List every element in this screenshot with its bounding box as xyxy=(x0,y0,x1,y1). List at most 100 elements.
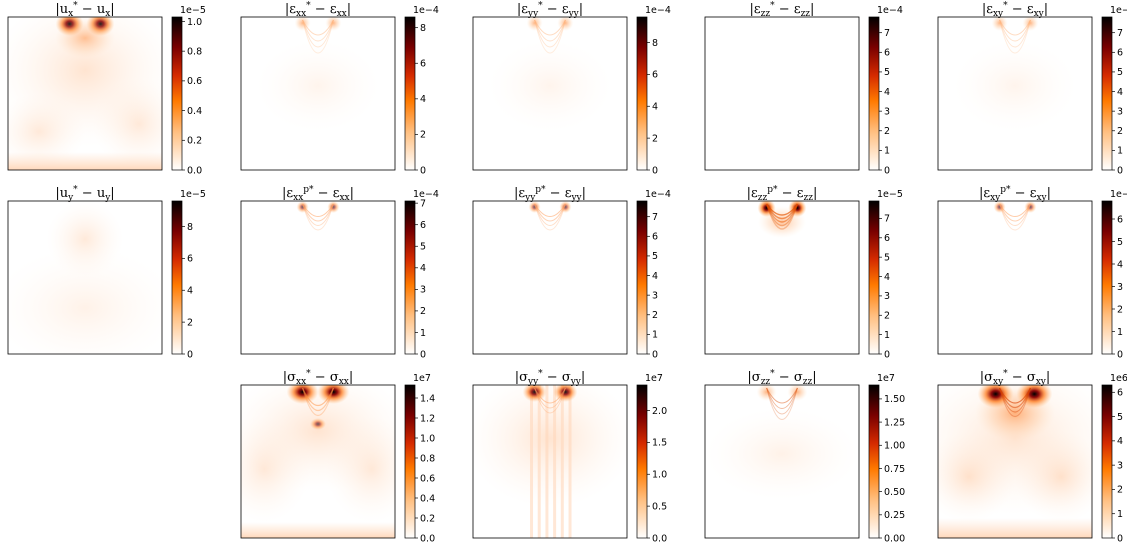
axes-frame xyxy=(704,16,860,171)
colorbar-scale-label: 1e−4 xyxy=(1110,189,1127,200)
colorbar-tick-label: 3 xyxy=(884,291,890,302)
colorbar-tick-label: 6 xyxy=(187,254,193,265)
colorbar-tick-label: 3 xyxy=(1117,460,1123,471)
colorbar-tick-label: 2 xyxy=(420,130,426,141)
colorbar-scale-label: 1e−4 xyxy=(645,189,671,200)
colorbar-tick-label: 5 xyxy=(1117,237,1123,248)
colorbar-tick-label: 0 xyxy=(884,349,890,360)
colorbar-tick-label: 0 xyxy=(884,165,890,176)
colorbar xyxy=(1101,384,1113,539)
colorbar-tick-label: 0.2 xyxy=(187,136,202,147)
panel-title: |εzzp* − εzz| xyxy=(747,185,818,203)
heatmap-panel-6: |uy* − uy| 1e−5 0 2 4 6 8 xyxy=(7,185,206,360)
colorbar xyxy=(1101,16,1113,171)
axes-frame xyxy=(937,384,1093,539)
panel-title: |σzz* − σzz| xyxy=(747,369,816,387)
colorbar-tick-label: 0.5 xyxy=(652,501,667,512)
colorbar-tick-label: 0.2 xyxy=(420,513,435,524)
axes-frame xyxy=(240,16,396,171)
colorbar-scale-label: 1e6 xyxy=(1110,373,1127,384)
colorbar-tick-label: 0.0 xyxy=(187,165,202,176)
colorbar-tick-label: 6 xyxy=(420,220,426,231)
colorbar-tick-label: 0.4 xyxy=(420,493,435,504)
axes-frame xyxy=(240,200,396,355)
colorbar-tick-label: 0 xyxy=(420,349,426,360)
colorbar-tick-label: 1.5 xyxy=(652,438,667,449)
heatmap-panel-3: |εyy* − εyy| 1e−4 0 2 4 6 8 xyxy=(472,1,671,176)
heatmap-panel-1: |ux* − ux| 1e−5 0.0 0.2 0.4 0.6 0.8 1.0 xyxy=(7,1,206,176)
colorbar-scale-label: 1e−4 xyxy=(877,5,903,16)
heatmap-panel-4: |εzz* − εzz| 1e−4 0 1 2 3 4 5 6 7 xyxy=(704,1,903,176)
heatmap-panel-9: |εzzp* − εzz| 1e−5 0 1 2 3 4 5 6 7 xyxy=(704,185,903,360)
colorbar-tick-label: 0 xyxy=(420,165,426,176)
colorbar-scale-label: 1e−4 xyxy=(413,189,439,200)
colorbar-scale-label: 1e−5 xyxy=(180,5,206,16)
colorbar-tick-label: 2 xyxy=(420,306,426,317)
panel-title: |εyy* − εyy| xyxy=(517,1,583,19)
colorbar-tick-label: 1.0 xyxy=(652,470,667,481)
axes-frame xyxy=(937,200,1093,355)
colorbar-scale-label: 1e7 xyxy=(413,373,431,384)
heatmap-image xyxy=(938,201,1092,354)
colorbar-scale-label: 1e7 xyxy=(645,373,663,384)
colorbar-tick-label: 3 xyxy=(884,106,890,117)
colorbar-tick-label: 0.75 xyxy=(884,464,905,475)
colorbar-tick-label: 0.8 xyxy=(187,46,202,57)
colorbar-tick-label: 3 xyxy=(652,290,658,301)
colorbar-tick-label: 2.0 xyxy=(652,406,667,417)
colorbar-tick-label: 1.2 xyxy=(420,413,435,424)
panel-title: |ux* − ux| xyxy=(55,1,114,19)
colorbar-tick-label: 4 xyxy=(884,272,890,283)
colorbar-tick-label: 0.25 xyxy=(884,510,905,521)
colorbar-scale-label: 1e−4 xyxy=(645,5,671,16)
colorbar-tick-label: 0 xyxy=(652,349,658,360)
colorbar-tick-label: 4 xyxy=(1117,259,1123,270)
colorbar xyxy=(171,200,183,355)
colorbar-tick-label: 0.4 xyxy=(187,106,202,117)
colorbar-tick-label: 7 xyxy=(884,214,890,225)
panel-title: |σxx* − σxx| xyxy=(283,369,354,387)
colorbar-tick-label: 4 xyxy=(652,102,658,113)
panel-title: |uy* − uy| xyxy=(55,185,114,203)
colorbar xyxy=(636,200,648,355)
colorbar-tick-label: 1 xyxy=(884,330,890,341)
heatmap-panel-13: |σzz* − σzz| 1e7 0.00 0.25 0.50 0.75 1.00 1.25 1… xyxy=(704,369,905,544)
colorbar-tick-label: 2 xyxy=(1117,304,1123,315)
colorbar-tick-label: 1.00 xyxy=(884,441,905,452)
colorbar-scale-label: 1e7 xyxy=(877,373,895,384)
colorbar xyxy=(171,16,183,171)
colorbar-tick-label: 2 xyxy=(187,317,193,328)
heatmap-panel-2: |εxx* − εxx| 1e−4 0 2 4 6 8 xyxy=(240,1,439,176)
heatmap-image xyxy=(705,17,859,170)
colorbar-tick-label: 0.00 xyxy=(884,533,905,544)
colorbar-tick-label: 6 xyxy=(1117,388,1123,399)
panel-title: |εyyp* − εyy| xyxy=(514,185,586,203)
colorbar-tick-label: 0.0 xyxy=(420,533,435,544)
colorbar xyxy=(636,384,648,539)
colorbar-tick-label: 8 xyxy=(420,23,426,34)
colorbar-tick-label: 5 xyxy=(420,242,426,253)
heatmap-image xyxy=(473,201,627,354)
colorbar-tick-label: 0.8 xyxy=(420,453,435,464)
colorbar xyxy=(868,384,880,539)
axes-frame xyxy=(240,384,396,539)
colorbar xyxy=(1101,200,1113,355)
panel-title: |εxyp* − εxy| xyxy=(979,185,1051,203)
panel-title: |σxy* − σxy| xyxy=(980,369,1051,387)
heatmap-panel-8: |εyyp* − εyy| 1e−4 0 1 2 3 4 5 6 7 xyxy=(472,185,671,360)
colorbar-tick-label: 4 xyxy=(884,87,890,98)
colorbar-tick-label: 0.50 xyxy=(884,487,905,498)
colorbar-tick-label: 2 xyxy=(1117,126,1123,137)
colorbar-tick-label: 0.6 xyxy=(187,76,202,87)
colorbar-tick-label: 7 xyxy=(652,212,658,223)
axes-frame xyxy=(472,16,628,171)
colorbar-tick-label: 1.4 xyxy=(420,393,435,404)
colorbar-tick-label: 1 xyxy=(1117,509,1123,520)
colorbar-tick-label: 2 xyxy=(884,126,890,137)
axes-frame xyxy=(472,384,628,539)
colorbar-tick-label: 6 xyxy=(652,232,658,243)
axes-frame xyxy=(472,200,628,355)
heatmap-panel-11: |σxx* − σxx| 1e7 0.0 0.2 0.4 0.6 0.8 1.0 1.2 1.4 xyxy=(240,369,435,544)
colorbar-tick-label: 1.50 xyxy=(884,394,905,405)
axes-frame xyxy=(7,200,163,355)
